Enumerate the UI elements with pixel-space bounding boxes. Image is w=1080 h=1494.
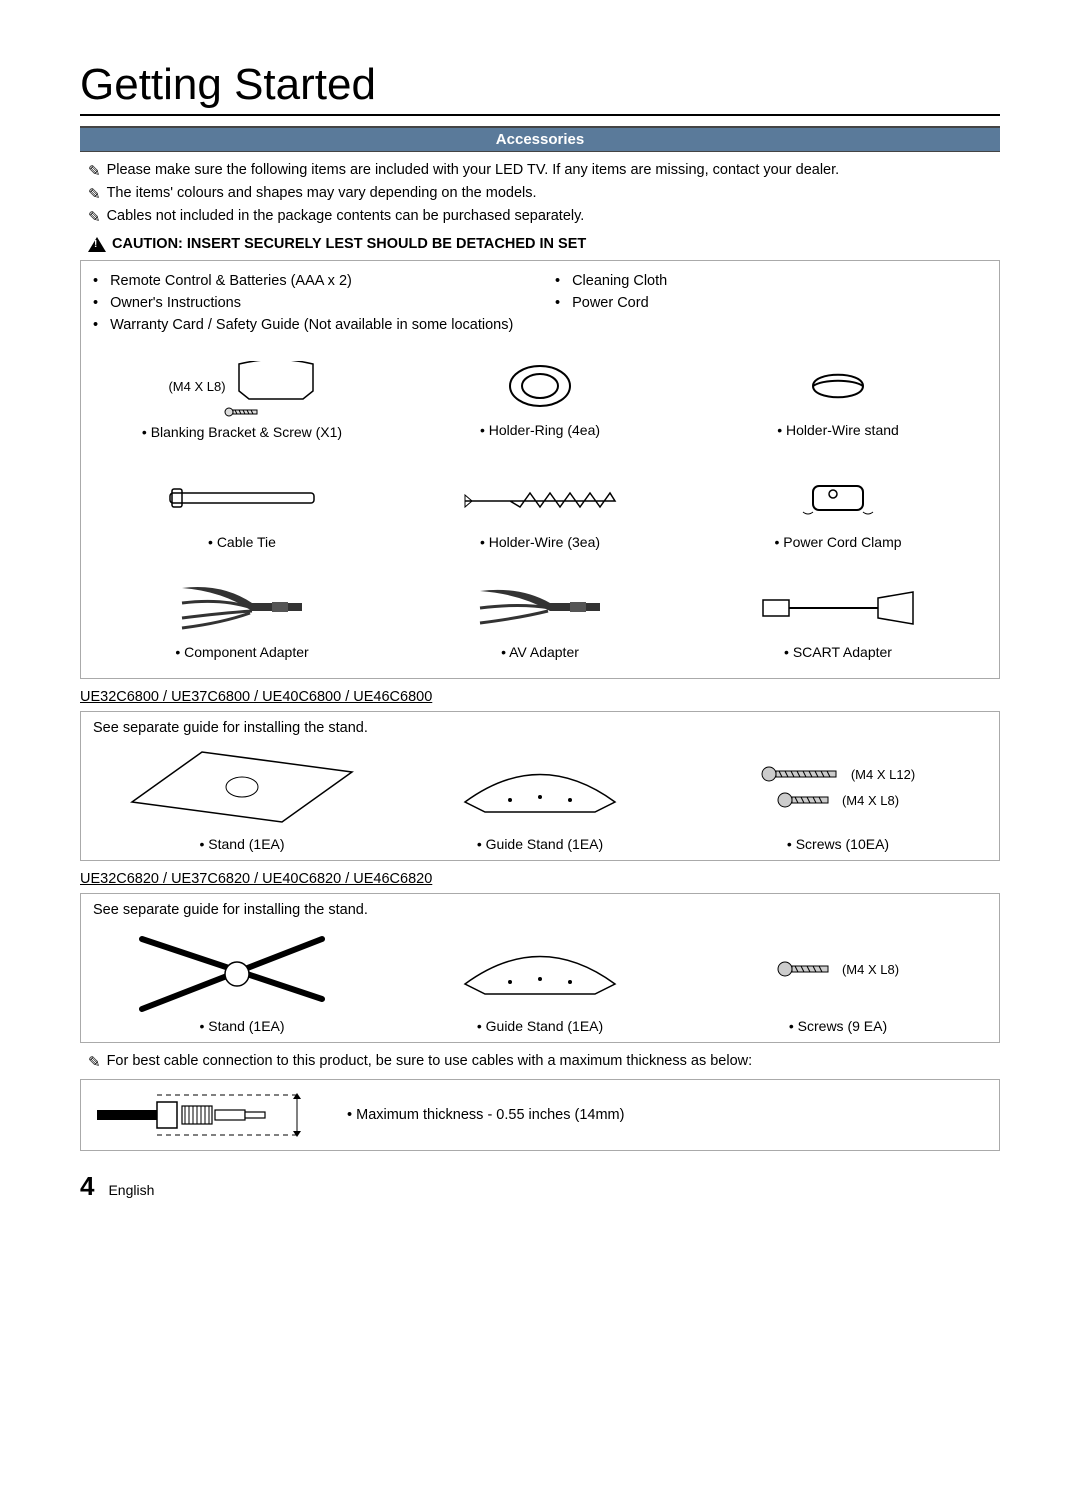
model1-stand-label: Stand (1EA) xyxy=(93,836,391,852)
guide-stand-icon xyxy=(455,752,625,822)
model2-stand-label: Stand (1EA) xyxy=(93,1018,391,1034)
page-number: 4 xyxy=(80,1171,94,1202)
model2-guide: Guide Stand (1EA) xyxy=(391,924,689,1034)
screw-small-icon xyxy=(224,406,260,418)
model1-guide: Guide Stand (1EA) xyxy=(391,742,689,852)
av-adapter-icon xyxy=(470,583,610,633)
note-icon: ✎ xyxy=(88,185,101,203)
stand-flat-icon xyxy=(122,742,362,832)
bullet-left-2: Warranty Card / Safety Guide (Not availa… xyxy=(93,315,525,337)
footer-note-text: For best cable connection to this produc… xyxy=(107,1053,753,1069)
acc-label-holder-wire: Holder-Wire (3ea) xyxy=(395,534,685,550)
acc-holder-wire: Holder-Wire (3ea) xyxy=(391,460,689,558)
caution-line: CAUTION: INSERT SECURELY LEST SHOULD BE … xyxy=(88,236,1000,252)
acc-component-adapter: Component Adapter xyxy=(93,570,391,668)
acc-label-power-clamp: Power Cord Clamp xyxy=(693,534,983,550)
m1-screw2-label: (M4 X L8) xyxy=(842,793,899,808)
note-3: ✎ Cables not included in the package con… xyxy=(88,208,1000,226)
bullet-right-1: Power Cord xyxy=(555,293,987,315)
bullet-right-0: Cleaning Cloth xyxy=(555,271,987,293)
section-header-accessories: Accessories xyxy=(80,126,1000,152)
holder-wire-icon xyxy=(460,483,620,513)
bullet-left-1: Owner's Instructions xyxy=(93,293,525,315)
note-2: ✎ The items' colours and shapes may vary… xyxy=(88,185,1000,203)
blanking-bracket-icon xyxy=(236,361,316,411)
m1-screw1-label: (M4 X L12) xyxy=(851,767,915,782)
acc-blanking-bracket: (M4 X L8) Blanking Bracket & Screw (X1) xyxy=(93,348,391,448)
scart-adapter-icon xyxy=(758,588,918,628)
model1-box: See separate guide for installing the st… xyxy=(80,711,1000,861)
acc-label-holder-wire-stand: Holder-Wire stand xyxy=(693,422,983,438)
model2-stand: Stand (1EA) xyxy=(93,924,391,1034)
screw-long-icon xyxy=(761,765,841,783)
model1-guide-label: Guide Stand (1EA) xyxy=(391,836,689,852)
acc-holder-ring: Holder-Ring (4ea) xyxy=(391,348,689,448)
model1-note: See separate guide for installing the st… xyxy=(93,720,987,736)
model1-stand: Stand (1EA) xyxy=(93,742,391,852)
model2-heading: UE32C6820 / UE37C6820 / UE40C6820 / UE46… xyxy=(80,871,1000,887)
cable-diagram-icon xyxy=(97,1090,317,1140)
model1-heading: UE32C6800 / UE37C6800 / UE40C6800 / UE46… xyxy=(80,689,1000,705)
page-language: English xyxy=(108,1182,154,1198)
acc-label-scart: SCART Adapter xyxy=(693,644,983,660)
note-icon: ✎ xyxy=(88,1053,101,1071)
model1-screws: (M4 X L12) (M4 X L8) Screws (10EA) xyxy=(689,742,987,852)
included-items-box: Remote Control & Batteries (AAA x 2) Own… xyxy=(80,260,1000,679)
screw-short-icon-2 xyxy=(777,960,832,978)
holder-ring-icon xyxy=(505,361,575,411)
caution-text: CAUTION: INSERT SECURELY LEST SHOULD BE … xyxy=(112,236,586,252)
note-2-text: The items' colours and shapes may vary d… xyxy=(107,185,537,201)
note-icon: ✎ xyxy=(88,162,101,180)
bullet-left-0: Remote Control & Batteries (AAA x 2) xyxy=(93,271,525,293)
model2-note: See separate guide for installing the st… xyxy=(93,902,987,918)
model2-screws-label: Screws (9 EA) xyxy=(689,1018,987,1034)
page-footer: 4 English xyxy=(80,1171,1000,1202)
acc-label-component: Component Adapter xyxy=(97,644,387,660)
stand-cross-icon xyxy=(122,919,362,1019)
footer-note: ✎ For best cable connection to this prod… xyxy=(88,1053,1000,1071)
cable-spec-text: Maximum thickness - 0.55 inches (14mm) xyxy=(347,1107,624,1123)
acc-holder-wire-stand: Holder-Wire stand xyxy=(689,348,987,448)
acc-label-holder-ring: Holder-Ring (4ea) xyxy=(395,422,685,438)
label-m4l8: (M4 X L8) xyxy=(168,379,225,394)
holder-wire-stand-icon xyxy=(803,361,873,411)
power-cord-clamp-icon xyxy=(793,478,883,518)
model2-guide-label: Guide Stand (1EA) xyxy=(391,1018,689,1034)
note-3-text: Cables not included in the package conte… xyxy=(107,208,585,224)
note-1: ✎ Please make sure the following items a… xyxy=(88,162,1000,180)
model2-screws: (M4 X L8) Screws (9 EA) xyxy=(689,924,987,1034)
cable-tie-icon xyxy=(167,483,317,513)
model1-screws-label: Screws (10EA) xyxy=(689,836,987,852)
acc-scart-adapter: SCART Adapter xyxy=(689,570,987,668)
acc-cable-tie: Cable Tie xyxy=(93,460,391,558)
guide-stand-icon-2 xyxy=(455,934,625,1004)
acc-label-cable-tie: Cable Tie xyxy=(97,534,387,550)
acc-av-adapter: AV Adapter xyxy=(391,570,689,668)
warning-icon xyxy=(88,237,106,252)
cable-spec-box: Maximum thickness - 0.55 inches (14mm) xyxy=(80,1079,1000,1151)
acc-power-cord-clamp: Power Cord Clamp xyxy=(689,460,987,558)
screw-short-icon xyxy=(777,791,832,809)
acc-label-blanking: Blanking Bracket & Screw (X1) xyxy=(97,424,387,440)
note-1-text: Please make sure the following items are… xyxy=(107,162,840,178)
page-title: Getting Started xyxy=(80,60,1000,116)
note-icon: ✎ xyxy=(88,208,101,226)
m2-screw1-label: (M4 X L8) xyxy=(842,962,899,977)
acc-label-av: AV Adapter xyxy=(395,644,685,660)
component-adapter-icon xyxy=(172,583,312,633)
model2-box: See separate guide for installing the st… xyxy=(80,893,1000,1043)
